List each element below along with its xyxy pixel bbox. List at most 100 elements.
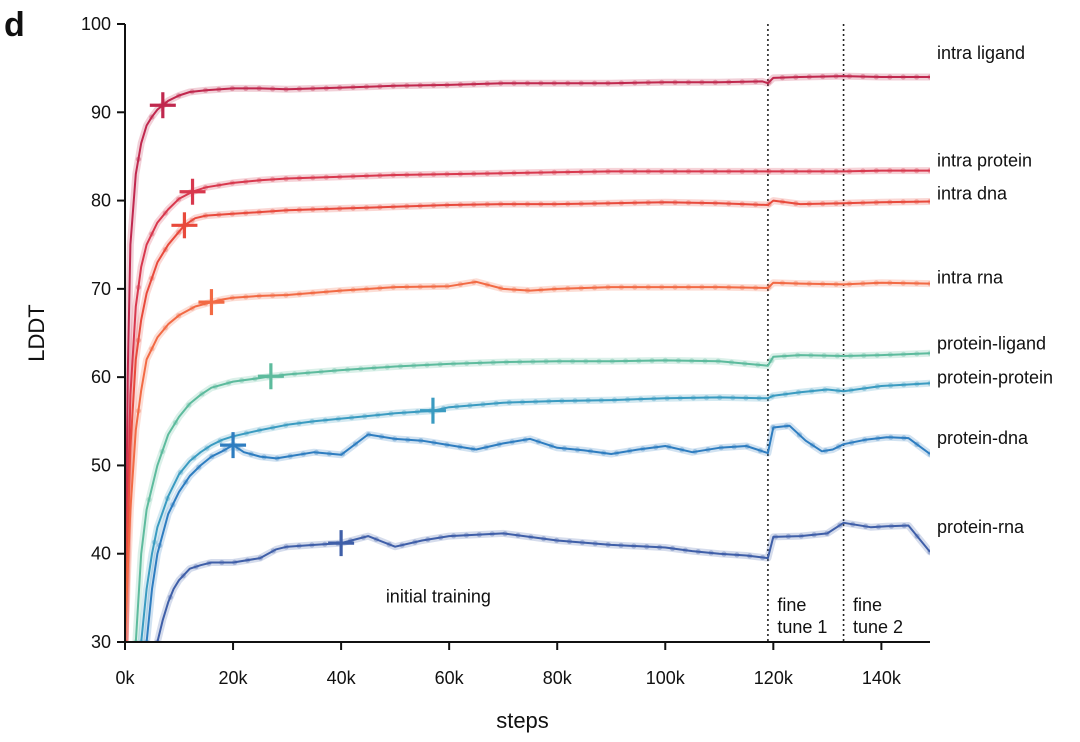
- series-point-protein-dna: [274, 455, 280, 461]
- series-label-protein-dna: protein-dna: [937, 428, 1029, 448]
- series-point-intra-protein: [484, 170, 490, 177]
- series-point-protein-dna: [183, 479, 189, 485]
- series-point-protein-dna: [822, 448, 829, 454]
- series-point-protein-rna: [360, 534, 366, 540]
- x-tick-label: 60k: [435, 668, 465, 688]
- y-tick-label: 50: [91, 455, 111, 475]
- series-point-intra-ligand: [216, 86, 222, 92]
- series-point-intra-ligand: [887, 74, 893, 80]
- series-label-intra-ligand: intra ligand: [937, 43, 1025, 63]
- y-tick-label: 100: [81, 14, 111, 34]
- series-point-protein-protein: [519, 399, 526, 405]
- x-axis-title: steps: [496, 708, 549, 733]
- series-point-protein-ligand: [252, 376, 258, 382]
- series-point-protein-ligand: [914, 351, 920, 357]
- series-point-intra-rna: [833, 281, 839, 287]
- series-point-protein-rna: [180, 573, 186, 579]
- series-marker-protein-ligand: [257, 363, 284, 390]
- y-tick-label: 30: [91, 632, 111, 652]
- series-point-intra-protein: [149, 231, 155, 237]
- series-point-intra-protein: [632, 168, 638, 174]
- series-point-protein-rna: [798, 533, 804, 539]
- series-point-protein-ligand: [636, 358, 642, 364]
- series-point-intra-protein: [793, 168, 799, 174]
- series-point-protein-rna: [283, 544, 289, 550]
- series-point-protein-rna: [167, 594, 173, 600]
- series-point-intra-ligand: [645, 79, 651, 86]
- series-point-protein-rna: [760, 554, 766, 561]
- series-marker-intra-dna: [171, 212, 198, 239]
- series-point-protein-ligand: [689, 358, 695, 364]
- series-point-protein-rna: [927, 549, 930, 555]
- x-tick-label: 140k: [862, 668, 902, 688]
- series-point-protein-ligand: [755, 362, 761, 368]
- series-point-protein-rna: [901, 523, 907, 529]
- series-point-intra-rna: [431, 283, 437, 290]
- series-point-protein-ligand: [464, 360, 470, 366]
- series-point-protein-rna: [476, 532, 482, 538]
- series-point-protein-dna: [875, 435, 881, 441]
- series-point-intra-rna: [283, 292, 289, 298]
- series-marker-intra-rna: [198, 289, 225, 316]
- series-point-intra-rna: [323, 289, 329, 295]
- series-point-protein-rna: [785, 533, 792, 540]
- series-point-intra-ligand: [310, 85, 316, 92]
- series-point-intra-dna: [323, 206, 329, 212]
- series-point-intra-rna: [565, 285, 571, 292]
- series-point-protein-ligand: [199, 391, 205, 397]
- series-point-intra-rna: [363, 286, 370, 292]
- series-point-intra-dna: [632, 200, 638, 206]
- series-point-intra-dna: [296, 207, 302, 213]
- series-point-intra-rna: [310, 290, 316, 296]
- series-point-protein-ligand: [371, 365, 377, 371]
- series-point-intra-ligand: [712, 79, 718, 85]
- series-point-intra-ligand: [726, 79, 732, 85]
- series-point-protein-ligand: [570, 358, 576, 364]
- series-point-intra-protein: [256, 177, 262, 183]
- series-point-protein-protein: [756, 395, 762, 401]
- series-point-intra-dna: [833, 200, 839, 206]
- series-point-intra-ligand: [739, 79, 745, 85]
- series-point-intra-protein: [605, 168, 611, 175]
- series-point-protein-ligand: [649, 358, 655, 364]
- series-point-protein-rna: [219, 559, 225, 566]
- y-axis-title: LDDT: [24, 304, 49, 361]
- series-point-protein-dna: [522, 437, 528, 443]
- series-point-intra-dna: [256, 209, 262, 215]
- phase-boundaries: [767, 24, 845, 642]
- series-point-intra-dna: [793, 200, 799, 207]
- series-point-intra-rna: [914, 280, 920, 286]
- series-point-protein-protein: [243, 430, 249, 436]
- series-point-intra-protein: [659, 168, 665, 174]
- series-point-protein-dna: [783, 423, 790, 429]
- series-point-intra-ligand: [618, 80, 625, 86]
- series-point-protein-protein: [283, 422, 289, 428]
- series-point-protein-dna: [809, 442, 816, 448]
- series-point-intra-ligand: [498, 80, 504, 86]
- series-label-intra-rna: intra rna: [937, 268, 1004, 288]
- series-point-protein-ligand: [384, 364, 390, 370]
- phase-label-3: fine tune 2: [853, 595, 903, 637]
- series-point-protein-ligand: [623, 358, 629, 364]
- series-point-protein-ligand: [543, 358, 549, 364]
- series-point-intra-protein: [176, 196, 182, 202]
- series-point-protein-rna: [747, 553, 753, 559]
- series-point-intra-ligand: [176, 93, 182, 99]
- series-point-intra-rna: [605, 284, 611, 290]
- series-point-protein-rna: [451, 533, 457, 539]
- series-point-intra-rna: [229, 295, 235, 301]
- series-point-protein-rna: [631, 543, 637, 549]
- series-point-protein-dna: [209, 453, 215, 459]
- series-point-intra-rna: [444, 283, 450, 289]
- x-tick-label: 0k: [115, 668, 135, 688]
- series-point-protein-ligand: [225, 380, 232, 386]
- series-point-protein-rna: [438, 534, 444, 541]
- x-tick-label: 120k: [754, 668, 794, 688]
- series-point-protein-protein: [625, 397, 631, 403]
- series-point-protein-ligand: [556, 358, 563, 364]
- series-point-intra-rna: [135, 408, 141, 414]
- series-point-intra-dna: [551, 201, 557, 207]
- series-point-intra-rna: [471, 279, 477, 285]
- series-point-protein-rna: [399, 542, 405, 548]
- series-point-intra-dna: [645, 200, 651, 206]
